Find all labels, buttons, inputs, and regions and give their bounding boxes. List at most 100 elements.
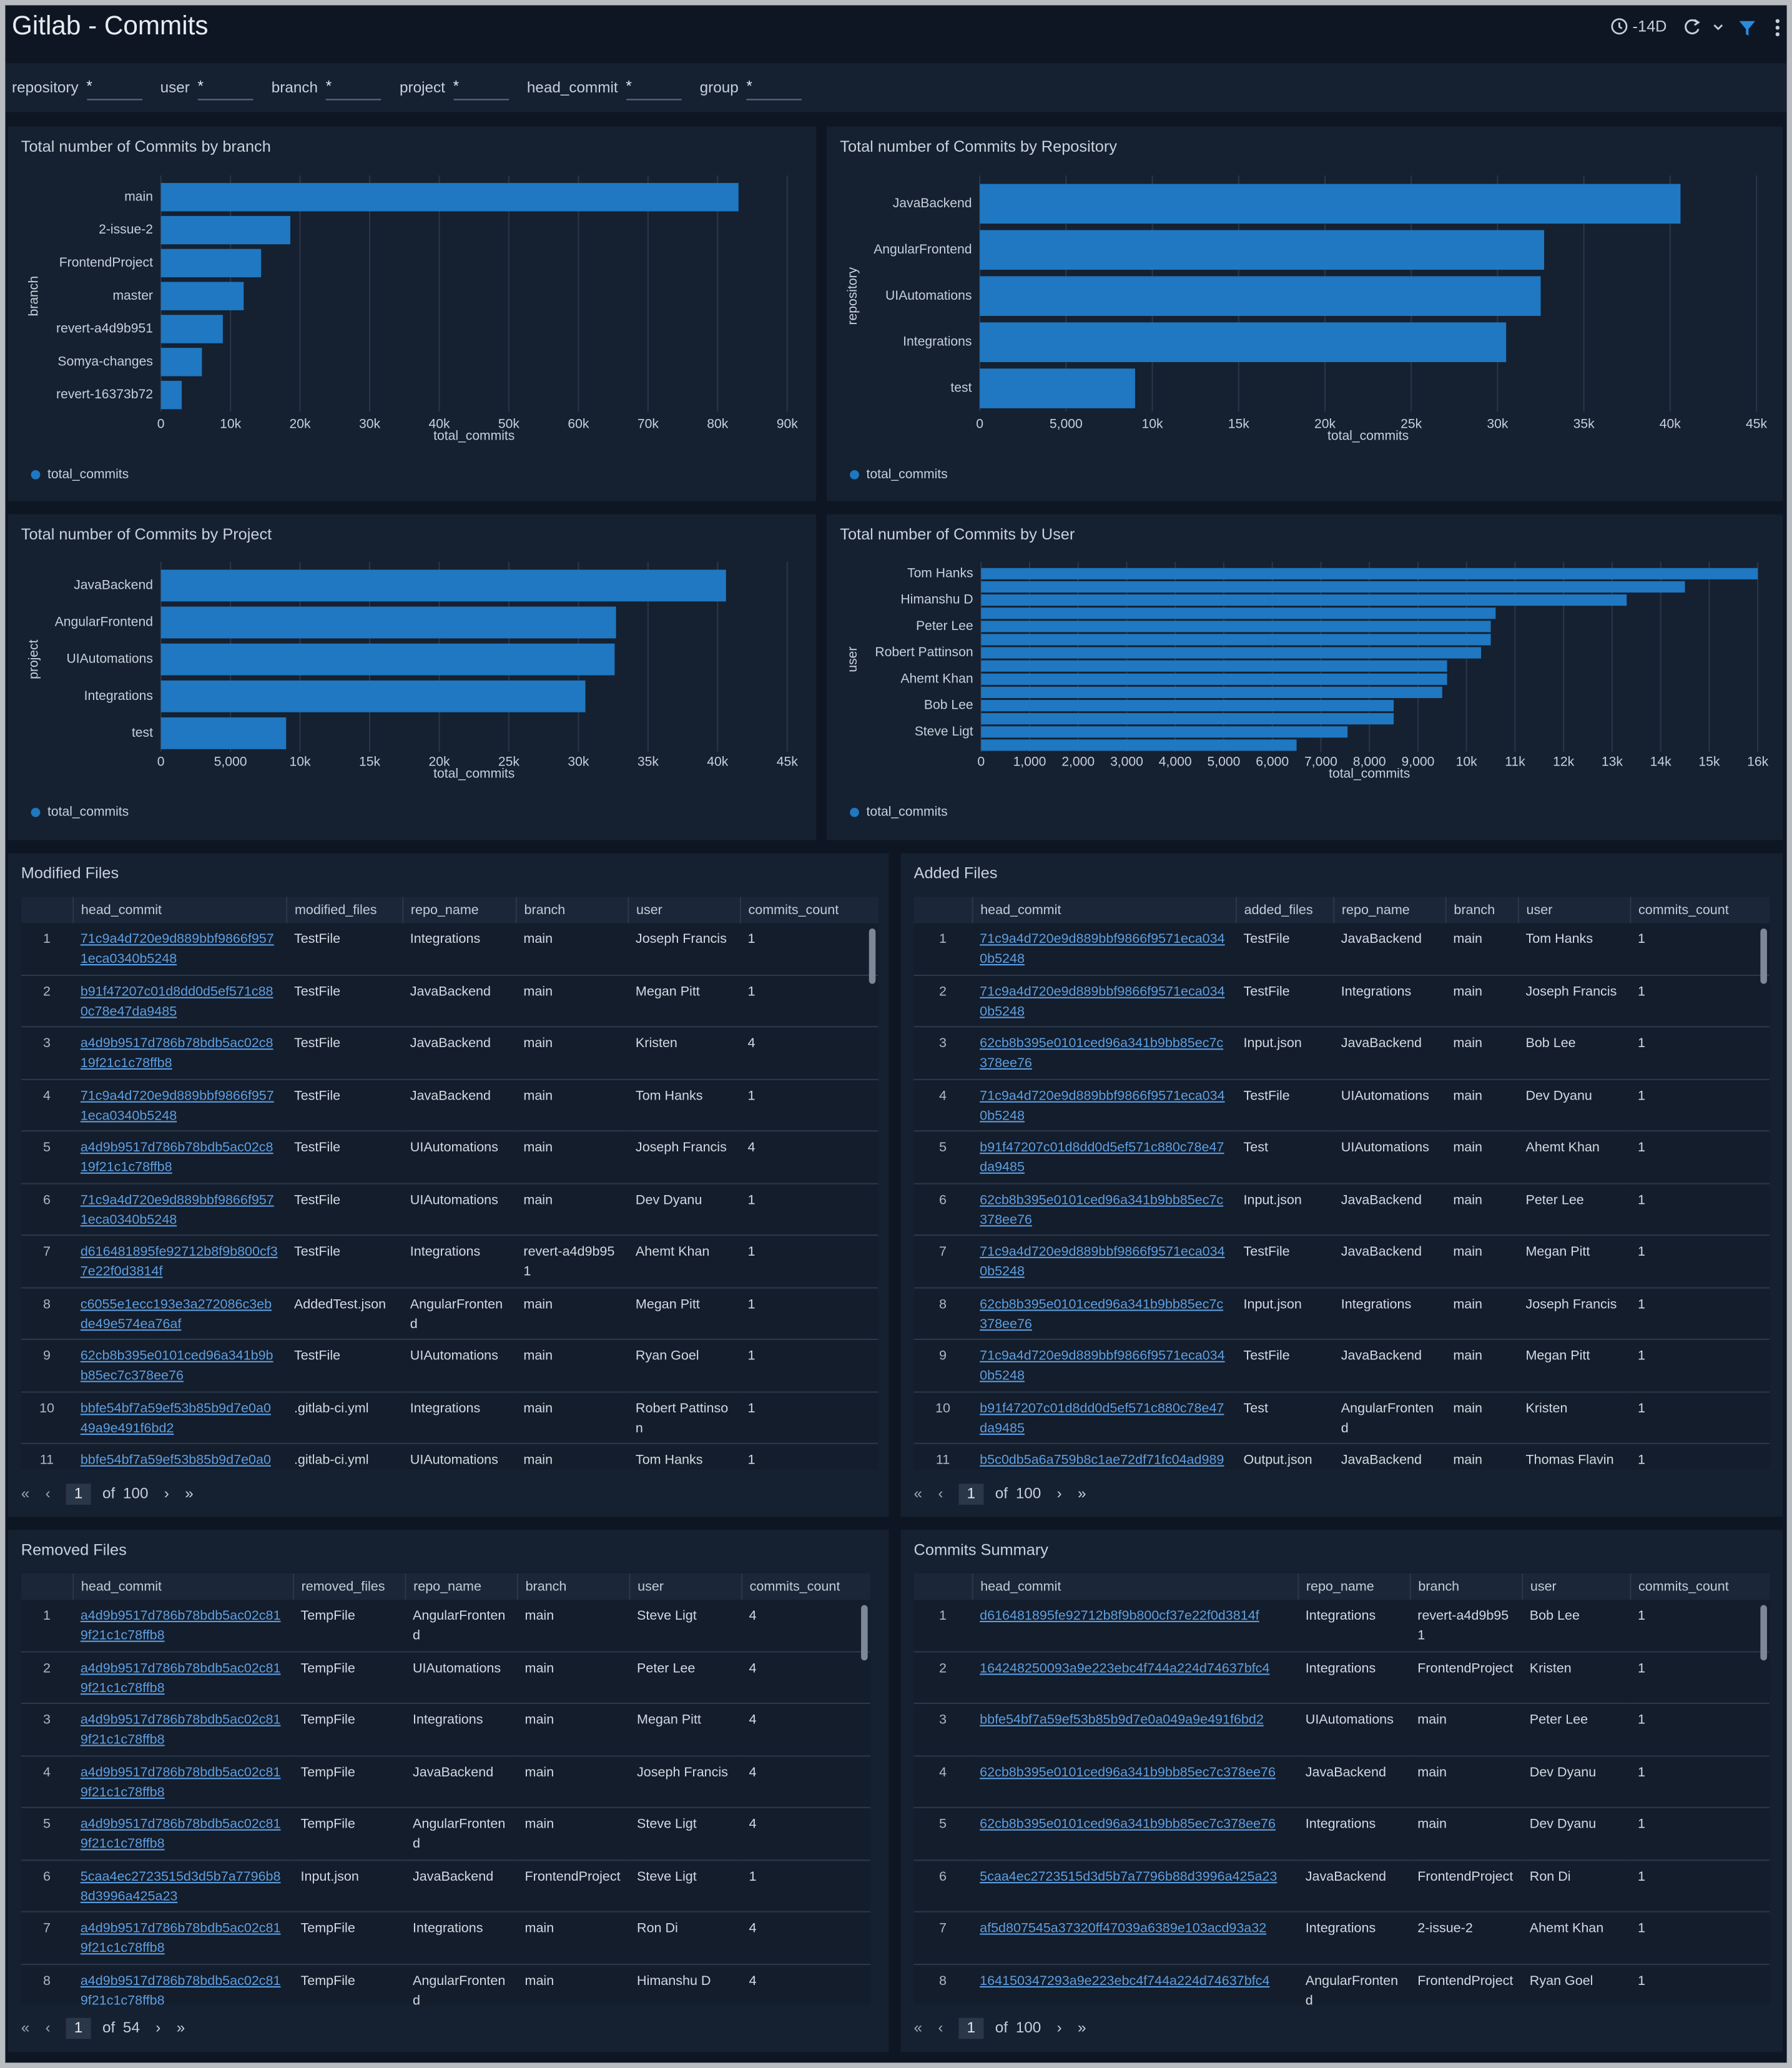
commit-link[interactable]: b5c0db5a6a759b8c1ae72df71fc04ad98943606e	[980, 1453, 1224, 1468]
commit-link[interactable]: b91f47207c01d8dd0d5ef571c880c78e47da9485	[80, 984, 273, 1019]
column-header[interactable]: repo_name	[402, 897, 516, 923]
column-header[interactable]: commits_count	[739, 897, 879, 923]
filter[interactable]: branch *	[272, 75, 382, 101]
commit-link[interactable]: 62cb8b395e0101ced96a341b9bb85ec7c378ee76	[80, 1349, 273, 1384]
page-nav-button[interactable]: ›	[1056, 2020, 1062, 2037]
column-header[interactable]: commits_count	[741, 1573, 870, 1600]
filter-value[interactable]: *	[626, 75, 682, 101]
commit-link[interactable]: 71c9a4d720e9d889bbf9866f9571eca0340b5248	[980, 1088, 1225, 1123]
commit-link[interactable]: 71c9a4d720e9d889bbf9866f9571eca0340b5248	[980, 984, 1225, 1019]
page-nav-button[interactable]: «	[21, 2020, 30, 2037]
page-nav-button[interactable]: ›	[164, 1486, 169, 1502]
filter[interactable]: repository *	[12, 75, 142, 101]
column-header[interactable]: head_commit	[72, 1573, 293, 1600]
commit-link[interactable]: d616481895fe92712b8f9b800cf37e22f0d3814f	[80, 1244, 278, 1279]
column-header[interactable]: head_commit	[972, 1573, 1299, 1600]
column-header[interactable]: user	[1517, 897, 1631, 923]
filter-value[interactable]: *	[86, 75, 142, 101]
commit-link[interactable]: 62cb8b395e0101ced96a341b9bb85ec7c378ee76	[980, 1765, 1276, 1780]
commit-link[interactable]: a4d9b9517d786b78bdb5ac02c819f21c1c78ffb8	[80, 1921, 281, 1956]
filter-button[interactable]	[1736, 17, 1758, 38]
commit-link[interactable]: a4d9b9517d786b78bdb5ac02c819f21c1c78ffb8	[80, 1141, 273, 1175]
commit-link[interactable]: d616481895fe92712b8f9b800cf37e22f0d3814f	[980, 1608, 1259, 1624]
commit-link[interactable]: 164150347293a9e223ebc4f744a224d74637bfc4	[980, 1973, 1270, 1989]
page-nav-button[interactable]: »	[176, 2020, 185, 2037]
commit-link[interactable]: bbfe54bf7a59ef53b85b9d7e0a049a9e491f6bd2	[980, 1713, 1264, 1728]
column-header[interactable]: commits_count	[1630, 1573, 1770, 1600]
time-range-picker[interactable]: -14D	[1610, 17, 1666, 36]
commit-link[interactable]: 71c9a4d720e9d889bbf9866f9571eca0340b5248	[80, 1088, 274, 1123]
filter-value[interactable]: *	[325, 75, 382, 101]
commit-link[interactable]: 62cb8b395e0101ced96a341b9bb85ec7c378ee76	[980, 1817, 1276, 1832]
refresh-button[interactable]	[1683, 17, 1728, 38]
commit-link[interactable]: 5caa4ec2723515d3d5b7a7796b88d3996a425a23	[980, 1869, 1278, 1884]
filter[interactable]: user *	[160, 75, 254, 101]
column-header[interactable]: head_commit	[72, 897, 287, 923]
commit-link[interactable]: 164248250093a9e223ebc4f744a224d74637bfc4	[980, 1661, 1270, 1676]
page-nav-button[interactable]: «	[913, 2020, 923, 2037]
commit-link[interactable]: a4d9b9517d786b78bdb5ac02c819f21c1c78ffb8	[80, 1036, 273, 1071]
page-nav-button[interactable]: »	[1078, 2020, 1086, 2037]
column-header[interactable]: removed_files	[292, 1573, 406, 1600]
column-header[interactable]: repo_name	[1297, 1573, 1410, 1600]
current-page[interactable]: 1	[958, 1484, 983, 1505]
column-header[interactable]: branch	[1409, 1573, 1523, 1600]
column-header[interactable]: head_commit	[972, 897, 1236, 923]
column-header[interactable]: commits_count	[1630, 897, 1770, 923]
page-nav-button[interactable]: ‹	[938, 2020, 943, 2037]
column-header[interactable]: branch	[516, 1573, 630, 1600]
page-nav-button[interactable]: «	[21, 1486, 30, 1502]
header-row: head_commit added_files repo_name branch use…	[913, 897, 1770, 923]
page-nav-button[interactable]: ›	[1056, 1486, 1062, 1502]
commit-link[interactable]: bbfe54bf7a59ef53b85b9d7e0a049a9e491f6bd2	[80, 1401, 271, 1436]
commit-link[interactable]: a4d9b9517d786b78bdb5ac02c819f21c1c78ffb8	[80, 1713, 281, 1748]
commit-link[interactable]: b91f47207c01d8dd0d5ef571c880c78e47da9485	[980, 1141, 1224, 1175]
page-nav-button[interactable]: ‹	[938, 1486, 943, 1502]
commit-link[interactable]: af5d807545a37320ff47039a6389e103acd93a32	[980, 1921, 1267, 1936]
filter[interactable]: group *	[700, 75, 802, 101]
table-head: head_commit added_files repo_name branch use…	[913, 897, 1770, 923]
page-nav-button[interactable]: ›	[155, 2020, 161, 2037]
column-header[interactable]: repo_name	[405, 1573, 518, 1600]
filter-value[interactable]: *	[453, 75, 509, 101]
filter[interactable]: project *	[400, 75, 509, 101]
commit-link[interactable]: 71c9a4d720e9d889bbf9866f9571eca0340b5248	[80, 1193, 274, 1228]
commit-link[interactable]: a4d9b9517d786b78bdb5ac02c819f21c1c78ffb8	[80, 1608, 281, 1643]
commit-link[interactable]: a4d9b9517d786b78bdb5ac02c819f21c1c78ffb8	[80, 1973, 281, 2005]
column-header[interactable]: branch	[515, 897, 629, 923]
column-header[interactable]: modified_files	[286, 897, 403, 923]
filter-value[interactable]: *	[197, 75, 254, 101]
filter[interactable]: head_commit *	[527, 75, 682, 101]
page-nav-button[interactable]: »	[1078, 1486, 1086, 1502]
column-header[interactable]: repo_name	[1333, 897, 1446, 923]
commit-link[interactable]: 5caa4ec2723515d3d5b7a7796b88d3996a425a23	[80, 1869, 281, 1904]
commit-link[interactable]: 62cb8b395e0101ced96a341b9bb85ec7c378ee76	[980, 1193, 1224, 1228]
commit-link[interactable]: 71c9a4d720e9d889bbf9866f9571eca0340b5248	[980, 1349, 1225, 1384]
page-nav-button[interactable]: »	[185, 1486, 194, 1502]
column-header[interactable]: added_files	[1235, 897, 1334, 923]
commit-link[interactable]: 71c9a4d720e9d889bbf9866f9571eca0340b5248	[80, 932, 274, 967]
filter-value[interactable]: *	[746, 75, 802, 101]
column-header[interactable]: branch	[1445, 897, 1519, 923]
commit-link[interactable]: a4d9b9517d786b78bdb5ac02c819f21c1c78ffb8	[80, 1661, 281, 1696]
more-menu[interactable]	[1772, 16, 1783, 39]
column-header[interactable]: user	[629, 1573, 742, 1600]
commit-link[interactable]: 62cb8b395e0101ced96a341b9bb85ec7c378ee76	[980, 1036, 1224, 1071]
commit-link[interactable]: 71c9a4d720e9d889bbf9866f9571eca0340b5248	[980, 932, 1225, 967]
page-nav-button[interactable]: «	[913, 1486, 923, 1502]
commit-link[interactable]: c6055e1ecc193e3a272086c3ebde49e574ea76af	[80, 1297, 272, 1332]
current-page[interactable]: 1	[66, 2017, 91, 2039]
current-page[interactable]: 1	[66, 1484, 91, 1505]
column-header[interactable]: user	[628, 897, 741, 923]
column-header[interactable]: user	[1522, 1573, 1631, 1600]
x-tick-label: 1,000	[1013, 754, 1046, 769]
commit-link[interactable]: a4d9b9517d786b78bdb5ac02c819f21c1c78ffb8	[80, 1817, 281, 1852]
commit-link[interactable]: 71c9a4d720e9d889bbf9866f9571eca0340b5248	[980, 1244, 1225, 1279]
page-nav-button[interactable]: ‹	[45, 1486, 51, 1502]
commit-link[interactable]: b91f47207c01d8dd0d5ef571c880c78e47da9485	[980, 1401, 1224, 1436]
commit-link[interactable]: 62cb8b395e0101ced96a341b9bb85ec7c378ee76	[980, 1297, 1224, 1332]
current-page[interactable]: 1	[958, 2017, 983, 2039]
page-nav-button[interactable]: ‹	[45, 2020, 51, 2037]
commit-link[interactable]: bbfe54bf7a59ef53b85b9d7e0a049a9e491f6bd2	[80, 1453, 271, 1468]
commit-link[interactable]: a4d9b9517d786b78bdb5ac02c819f21c1c78ffb8	[80, 1765, 281, 1800]
